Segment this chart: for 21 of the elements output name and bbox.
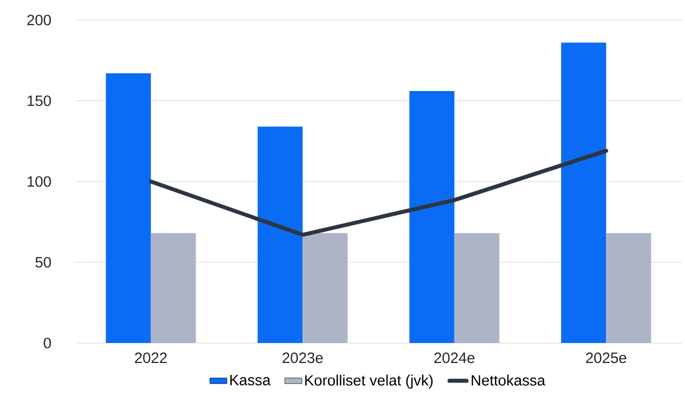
legend-label: Korolliset velat (jvk) bbox=[305, 374, 433, 389]
x-tick-label: 2023e bbox=[282, 352, 323, 364]
bar bbox=[302, 233, 348, 343]
x-tick-label: 2024e bbox=[434, 352, 474, 364]
y-tick-label: 150 bbox=[28, 95, 51, 106]
x-tick-label: 2025e bbox=[586, 352, 626, 364]
bar bbox=[561, 42, 606, 343]
y-tick-label: 100 bbox=[28, 176, 51, 187]
line-series bbox=[148, 148, 608, 237]
legend-label: Kassa bbox=[230, 374, 271, 386]
bar bbox=[409, 91, 454, 343]
y-tick-label: 200 bbox=[27, 14, 51, 26]
bar bbox=[258, 126, 303, 343]
bar bbox=[150, 233, 196, 343]
bar bbox=[606, 233, 652, 343]
y-tick-label: 0 bbox=[44, 338, 51, 348]
x-tick-label: 2022 bbox=[135, 352, 167, 364]
bar bbox=[106, 73, 151, 343]
legend-label: Nettokassa bbox=[472, 374, 546, 386]
bar bbox=[454, 233, 500, 343]
y-tick-label: 50 bbox=[35, 256, 51, 268]
